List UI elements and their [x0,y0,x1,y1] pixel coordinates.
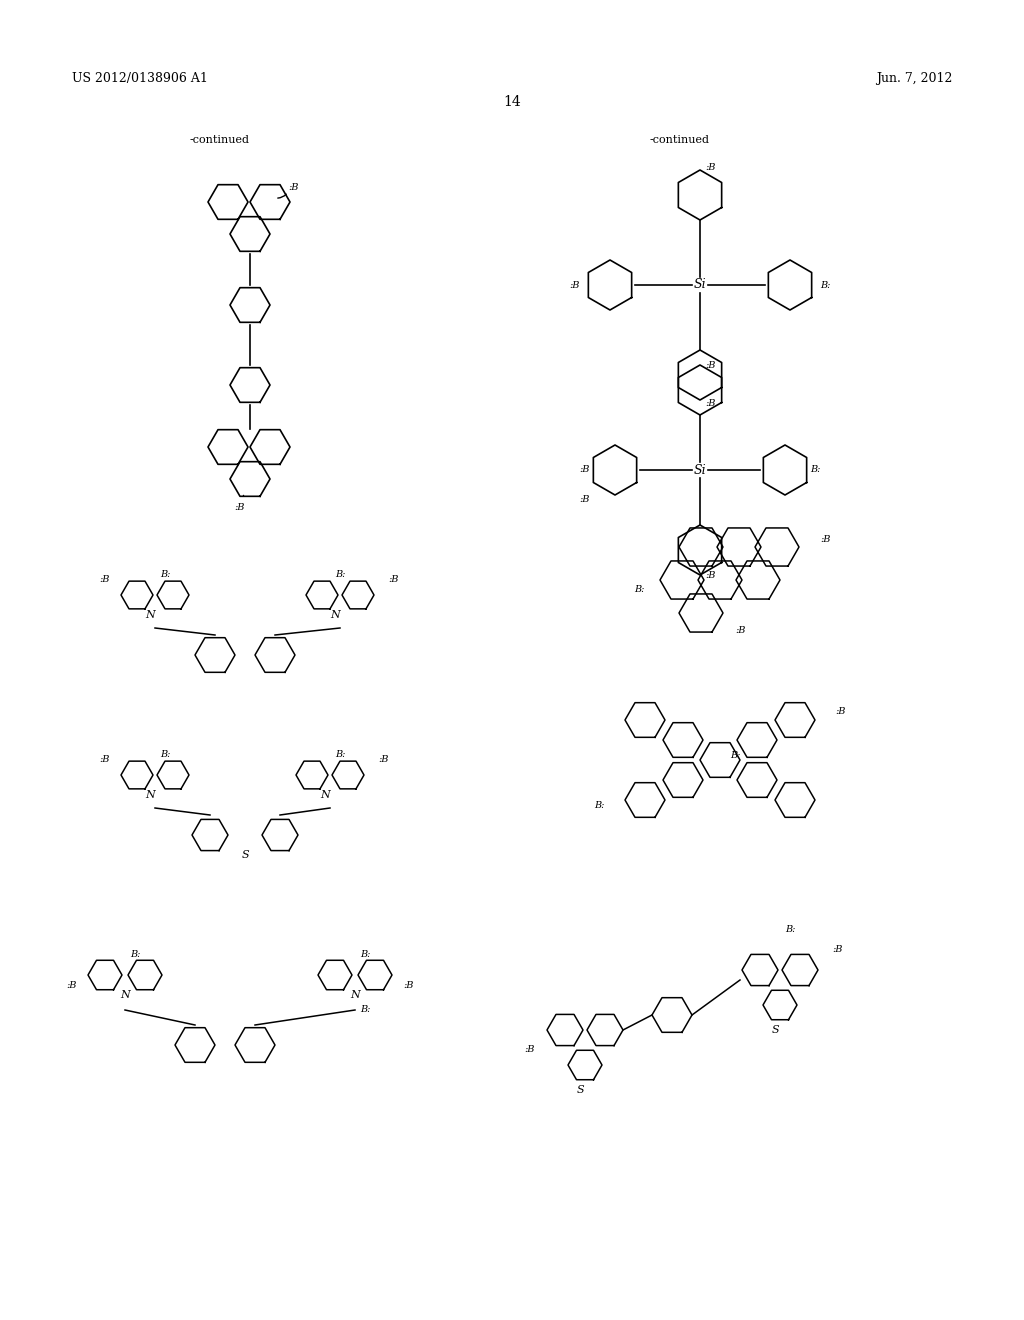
Text: -continued: -continued [650,135,710,145]
Text: B:: B: [635,586,645,594]
Text: US 2012/0138906 A1: US 2012/0138906 A1 [72,73,208,84]
Text: :B: :B [388,576,398,585]
Text: B:: B: [820,281,830,289]
Text: B:: B: [810,466,820,474]
Text: B:: B: [160,750,170,759]
Text: :B: :B [580,466,590,474]
Text: :B: :B [835,708,846,717]
Text: :B: :B [705,162,716,172]
Text: :B: :B [67,981,77,990]
Text: N: N [145,789,155,800]
Text: :B: :B [831,945,843,954]
Text: S: S [771,1026,779,1035]
Text: N: N [145,610,155,620]
Text: B:: B: [335,570,345,579]
Text: N: N [350,990,359,1001]
Text: :B: :B [580,495,590,504]
Text: N: N [120,990,130,1001]
Text: 14: 14 [503,95,521,110]
Text: B:: B: [730,751,740,759]
Text: :B: :B [705,360,716,370]
Text: B:: B: [335,750,345,759]
Text: :B: :B [735,626,745,635]
Text: B:: B: [360,950,371,960]
Text: Si: Si [693,463,707,477]
Text: N: N [321,789,330,800]
Text: Si: Si [693,279,707,292]
Text: S: S [242,850,249,861]
Text: :B: :B [820,536,830,544]
Text: Jun. 7, 2012: Jun. 7, 2012 [876,73,952,84]
Text: B:: B: [595,800,605,809]
Text: B:: B: [160,570,170,579]
Text: S: S [577,1085,584,1096]
Text: :B: :B [524,1045,535,1055]
Text: B:: B: [130,950,140,960]
Text: :B: :B [378,755,388,764]
Text: B:: B: [785,925,796,935]
Text: :B: :B [234,503,245,512]
Text: -continued: -continued [190,135,250,145]
Text: :B: :B [705,570,716,579]
Text: :B: :B [569,281,580,289]
Text: B:: B: [360,1005,371,1014]
Text: :B: :B [403,981,414,990]
Text: :B: :B [99,576,110,585]
Text: N: N [330,610,340,620]
Text: :B: :B [288,183,298,193]
Text: :B: :B [705,399,716,408]
Text: :B: :B [99,755,110,764]
